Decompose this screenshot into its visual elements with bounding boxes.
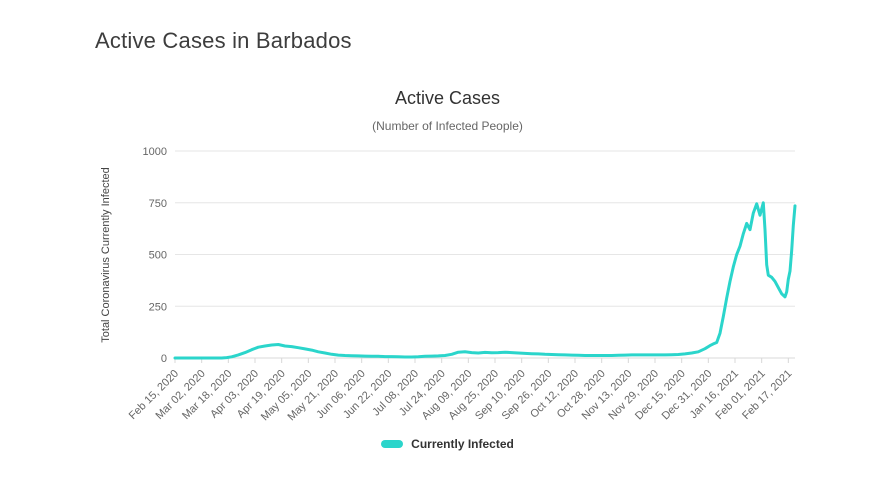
chart-plot-area[interactable]: Total Coronavirus Currently Infected 0 25… — [95, 145, 800, 437]
series-marker-icon — [381, 440, 404, 448]
y-axis-tick-label: 750 — [149, 198, 167, 210]
legend-item-currently-infected[interactable]: Currently Infected — [381, 437, 514, 451]
page-title: Active Cases in Barbados — [95, 28, 352, 53]
y-axis-title: Total Coronavirus Currently Infected — [100, 167, 112, 342]
chart-title: Active Cases — [394, 88, 501, 108]
y-axis-tick-label: 0 — [161, 353, 167, 365]
legend: Currently Infected — [95, 437, 800, 451]
chart-subtitle: (Number of Infected People) — [372, 119, 523, 133]
page: Active Cases in Barbados Active Cases (N… — [95, 28, 800, 451]
y-axis-tick-label: 250 — [149, 301, 167, 313]
legend-label: Currently Infected — [411, 437, 514, 451]
active-cases-chart: Active Cases (Number of Infected People)… — [95, 88, 800, 451]
series-line-currently-infected[interactable] — [173, 201, 797, 360]
y-axis-tick-label: 1000 — [143, 146, 167, 158]
y-axis-tick-label: 500 — [149, 250, 167, 262]
